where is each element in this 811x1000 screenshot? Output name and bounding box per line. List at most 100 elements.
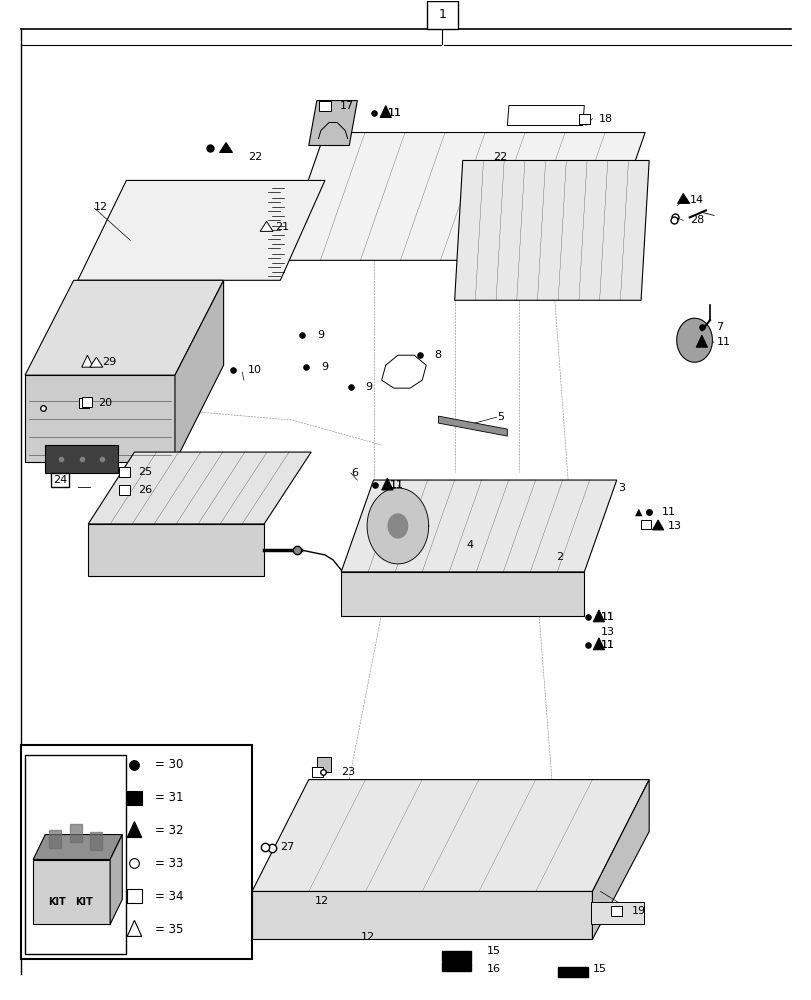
Text: 20: 20 <box>98 398 112 408</box>
Polygon shape <box>380 106 391 118</box>
Text: 4: 4 <box>466 540 474 550</box>
Text: ▲: ▲ <box>634 507 642 517</box>
Bar <box>578 114 590 124</box>
Bar <box>21 745 251 959</box>
Bar <box>127 791 142 805</box>
Bar <box>611 906 622 916</box>
Text: 25: 25 <box>139 467 152 477</box>
Polygon shape <box>33 859 110 924</box>
Polygon shape <box>442 951 470 961</box>
Text: 15: 15 <box>487 946 500 956</box>
Text: 12: 12 <box>94 202 108 212</box>
Polygon shape <box>438 416 507 436</box>
Bar <box>127 889 142 903</box>
Polygon shape <box>341 480 616 572</box>
Text: 19: 19 <box>631 906 645 916</box>
Polygon shape <box>593 610 604 622</box>
Polygon shape <box>341 572 584 616</box>
Text: 11: 11 <box>388 108 401 118</box>
Text: 22: 22 <box>492 152 506 162</box>
Bar <box>311 767 322 777</box>
Polygon shape <box>251 780 648 891</box>
Polygon shape <box>110 835 122 924</box>
Text: = 31: = 31 <box>155 791 183 804</box>
Polygon shape <box>251 891 592 939</box>
Polygon shape <box>676 193 689 203</box>
Text: 1: 1 <box>438 8 446 21</box>
Text: = 32: = 32 <box>155 824 183 837</box>
Text: 3: 3 <box>618 483 624 493</box>
Text: 5: 5 <box>496 412 503 422</box>
Text: 13: 13 <box>600 627 614 637</box>
Bar <box>45 445 118 473</box>
Bar <box>427 1 457 29</box>
Polygon shape <box>88 524 264 576</box>
Text: 26: 26 <box>139 485 152 495</box>
Polygon shape <box>174 280 223 462</box>
Polygon shape <box>70 824 82 842</box>
Text: 11: 11 <box>660 507 675 517</box>
Polygon shape <box>651 520 663 530</box>
Text: 7: 7 <box>715 322 723 332</box>
Polygon shape <box>219 142 232 152</box>
Polygon shape <box>676 318 711 362</box>
Text: 11: 11 <box>600 612 614 622</box>
Polygon shape <box>507 106 584 126</box>
Polygon shape <box>25 280 223 375</box>
Text: 17: 17 <box>339 101 354 111</box>
Polygon shape <box>88 452 311 524</box>
Text: 21: 21 <box>274 222 289 232</box>
Polygon shape <box>442 962 470 971</box>
Text: 22: 22 <box>247 152 262 162</box>
Polygon shape <box>388 514 407 538</box>
Text: 11: 11 <box>388 108 401 118</box>
Polygon shape <box>78 180 324 280</box>
Text: = 30: = 30 <box>155 758 182 771</box>
Polygon shape <box>367 488 428 564</box>
Text: 2: 2 <box>556 552 562 562</box>
Polygon shape <box>127 920 142 936</box>
Text: = 33: = 33 <box>155 857 182 870</box>
Text: 11: 11 <box>600 612 614 622</box>
Bar <box>590 902 642 924</box>
Bar <box>641 520 650 529</box>
Text: 9: 9 <box>320 362 328 372</box>
Polygon shape <box>308 101 357 145</box>
Text: 9: 9 <box>365 382 372 392</box>
Text: 23: 23 <box>341 767 355 777</box>
Text: 13: 13 <box>667 521 681 531</box>
Text: 11: 11 <box>389 480 403 490</box>
Bar <box>611 906 622 916</box>
Polygon shape <box>82 355 93 367</box>
Polygon shape <box>49 830 62 848</box>
Polygon shape <box>127 822 142 838</box>
Text: 16: 16 <box>487 964 500 974</box>
Polygon shape <box>90 832 102 850</box>
Text: 12: 12 <box>360 932 374 942</box>
Bar <box>119 485 130 495</box>
Polygon shape <box>558 967 588 977</box>
Text: 6: 6 <box>350 468 358 478</box>
Text: 15: 15 <box>592 964 606 974</box>
Text: 18: 18 <box>599 114 612 124</box>
Text: 24: 24 <box>53 475 67 485</box>
Bar <box>79 398 89 408</box>
Bar <box>316 757 331 772</box>
Polygon shape <box>25 375 174 462</box>
Polygon shape <box>454 160 648 300</box>
Text: 12: 12 <box>315 896 329 906</box>
Bar <box>319 101 330 111</box>
Polygon shape <box>90 357 103 367</box>
Bar <box>82 397 92 407</box>
Text: 27: 27 <box>280 842 294 852</box>
Bar <box>25 755 127 954</box>
Polygon shape <box>260 221 272 231</box>
Polygon shape <box>592 780 648 939</box>
Polygon shape <box>381 478 393 490</box>
Text: = 35: = 35 <box>155 923 182 936</box>
Polygon shape <box>280 133 644 260</box>
Text: 29: 29 <box>102 357 116 367</box>
Text: 8: 8 <box>434 350 441 360</box>
Text: KIT: KIT <box>48 897 66 907</box>
Text: = 34: = 34 <box>155 890 183 903</box>
